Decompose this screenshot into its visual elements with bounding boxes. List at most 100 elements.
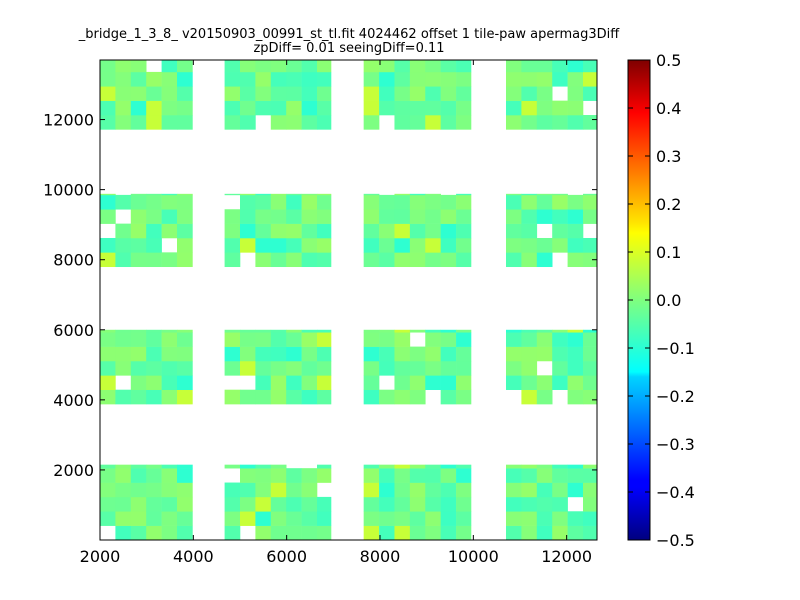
heatmap-cell: [521, 60, 538, 73]
heatmap-cell: [161, 496, 178, 512]
heatmap-cell: [456, 237, 472, 253]
heatmap-cell: [317, 193, 332, 196]
heatmap-cell: [224, 237, 241, 253]
heatmap-cell: [521, 375, 538, 390]
heatmap-cell: [536, 375, 553, 390]
heatmap-cell: [363, 346, 380, 362]
heatmap-cell: [177, 360, 193, 376]
heatmap-cell: [100, 60, 116, 73]
heatmap-cell: [409, 482, 426, 498]
heatmap-cell: [409, 209, 426, 224]
heatmap-cell: [286, 209, 302, 224]
colorbar-tick-label: 0.5: [656, 51, 681, 70]
heatmap-cell: [317, 511, 332, 526]
heatmap-cell: [536, 252, 553, 268]
y-axis: 2000 4000 6000 8000 10000 12000: [43, 111, 597, 480]
heatmap-cell: [301, 252, 318, 268]
heatmap-cell: [409, 329, 426, 333]
heatmap-cell: [177, 86, 193, 101]
heatmap-cell: [583, 86, 598, 101]
heatmap-cell: [552, 346, 568, 362]
heatmap-cell: [456, 209, 472, 224]
heatmap-cell: [506, 464, 522, 469]
heatmap-cell: [317, 496, 332, 512]
heatmap-cell: [506, 194, 522, 210]
heatmap-cell: [317, 332, 332, 347]
heatmap-cell: [521, 209, 538, 224]
heatmap-cell: [270, 375, 287, 390]
heatmap-cell: [567, 389, 584, 405]
heatmap-cell: [394, 71, 411, 87]
heatmap-cell: [440, 496, 457, 512]
heatmap-cell: [224, 525, 241, 541]
heatmap-cell: [456, 496, 472, 512]
heatmap-cell: [394, 252, 411, 268]
heatmap-cell: [425, 482, 441, 498]
heatmap-cell: [394, 193, 411, 196]
heatmap-cell: [440, 71, 457, 87]
colorbar-tick-label: −0.2: [656, 387, 695, 406]
heatmap-cell: [270, 237, 287, 253]
heatmap-cell: [425, 115, 441, 130]
heatmap-cell: [409, 86, 426, 101]
heatmap-cell: [409, 252, 426, 268]
heatmap-cell: [177, 329, 193, 333]
heatmap-cell: [270, 511, 287, 526]
heatmap-cell: [409, 100, 426, 116]
heatmap-cell: [506, 100, 522, 116]
heatmap-cell: [521, 511, 538, 526]
heatmap-cell: [100, 237, 116, 253]
heatmap-cell: [521, 100, 538, 116]
heatmap-cell: [567, 511, 584, 526]
heatmap-cell: [240, 60, 256, 73]
heatmap-cell: [425, 194, 441, 210]
heatmap-cell: [301, 525, 318, 541]
heatmap-cell: [270, 223, 287, 239]
heatmap-cell: [425, 71, 441, 87]
heatmap-cell: [301, 60, 318, 73]
heatmap-cell: [301, 193, 318, 196]
colorbar-tick-label: −0.3: [656, 435, 695, 454]
heatmap-cell: [270, 525, 287, 541]
heatmap-cell: [317, 360, 332, 376]
heatmap-cell: [506, 482, 522, 498]
heatmap-cell: [240, 86, 256, 101]
heatmap-cell: [394, 115, 411, 130]
heatmap-cell: [583, 360, 598, 376]
heatmap-cell: [379, 389, 395, 405]
heatmap-cell: [521, 223, 538, 239]
heatmap-cell: [255, 71, 272, 87]
heatmap-cell: [270, 209, 287, 224]
heatmap-cell: [270, 194, 287, 210]
x-tick-label: 12000: [541, 547, 592, 566]
heatmap-cell: [286, 525, 302, 541]
heatmap-cell: [100, 464, 116, 469]
heatmap-cell: [177, 193, 193, 196]
colorbar-tick-label: 0.3: [656, 147, 681, 166]
heatmap-cell: [130, 86, 147, 101]
heatmap-cell: [536, 511, 553, 526]
heatmap-cell: [130, 329, 147, 333]
heatmap-cell: [115, 71, 132, 87]
heatmap-cell: [161, 252, 178, 268]
heatmap-cell: [286, 511, 302, 526]
heatmap-cell: [583, 71, 598, 87]
heatmap-cell: [552, 468, 568, 483]
heatmap-cell: [240, 496, 256, 512]
heatmap-cell: [440, 115, 457, 130]
heatmap-cell: [394, 482, 411, 498]
heatmap-cell: [409, 71, 426, 87]
heatmap-cell: [363, 115, 380, 130]
heatmap-cell: [440, 332, 457, 347]
heatmap-cell: [552, 525, 568, 541]
heatmap-cell: [161, 389, 178, 405]
heatmap-cell: [379, 194, 395, 210]
y-tick-label: 12000: [43, 111, 94, 130]
heatmap-cell: [317, 346, 332, 362]
heatmap-cell: [456, 464, 472, 469]
heatmap-cell: [394, 468, 411, 483]
heatmap-cell: [506, 511, 522, 526]
heatmap-cell: [567, 86, 584, 101]
heatmap-cell: [425, 346, 441, 362]
heatmap-cell: [583, 329, 598, 333]
